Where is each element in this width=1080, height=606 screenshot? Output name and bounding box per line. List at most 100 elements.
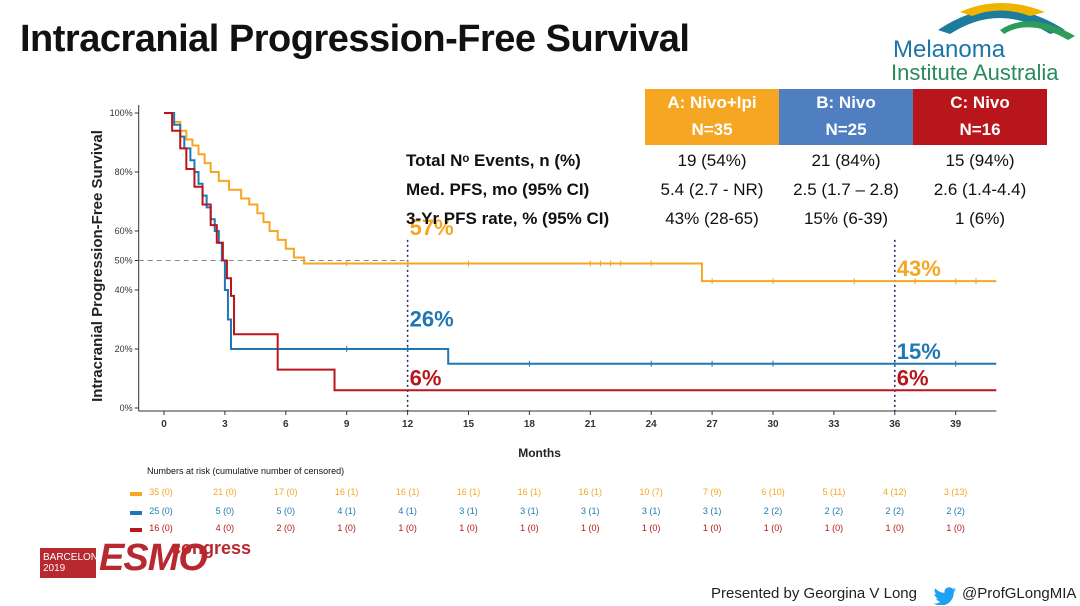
x-tick-label: 18: [524, 419, 536, 430]
arm-name: B: Nivo: [816, 93, 876, 112]
table-row-label: 3-Yr PFS rate, % (95% CI): [406, 209, 610, 228]
risk-cell: 4 (0): [215, 523, 235, 533]
x-tick-label: 6: [283, 419, 289, 430]
table-cell: 5.4 (2.7 - NR): [660, 180, 764, 199]
x-tick-label: 33: [828, 419, 840, 430]
survival-rate-annotation: 57%: [410, 215, 454, 240]
x-tick-label: 36: [889, 419, 901, 430]
table-row-label: Total Nᵒ Events, n (%): [406, 151, 581, 170]
esmo-brand: ESMO: [99, 537, 208, 579]
risk-cell: 16 (0): [149, 523, 173, 533]
risk-cell: 16 (1): [395, 487, 420, 497]
risk-cell: 3 (1): [702, 506, 722, 516]
twitter-bird-icon: [933, 587, 957, 605]
x-tick-label: 9: [344, 419, 350, 430]
risk-cell: 1 (0): [398, 523, 417, 533]
risk-cell: 1 (0): [702, 523, 722, 533]
risk-cell: 3 (1): [581, 506, 600, 516]
risk-row-swatch: [130, 492, 142, 496]
risk-cell: 5 (0): [215, 506, 235, 516]
risk-row: 16 (0) 4 (0) 2 (0) 1 (0) 1 (0) 1 (0) 1 (0) 1 (0…: [130, 523, 1010, 537]
risk-cell: 21 (0): [213, 487, 237, 497]
melanoma-institute-logo-arc: [938, 3, 1075, 40]
slide-title: Intracranial Progression-Free Survival: [20, 18, 690, 60]
risk-cell: 2 (2): [885, 506, 905, 516]
x-tick-label: 0: [161, 419, 167, 430]
table-cell: 15 (94%): [945, 151, 1015, 170]
km-chart: 0%20%40%50%60%80%100%0 3 6 9 12 15 18 21 24 27 30 3…: [89, 105, 997, 460]
risk-cell: 16 (1): [456, 487, 481, 497]
risk-cell: 4 (1): [337, 506, 356, 516]
y-tick-label: 80%: [115, 167, 133, 177]
risk-cell: 1 (0): [520, 523, 539, 533]
esmo-city-badge: BARCELONA 2019: [40, 548, 105, 578]
table-cell: 19 (54%): [677, 151, 747, 170]
logo-text-melanoma: Melanoma: [893, 36, 1006, 63]
risk-cell: 25 (0): [149, 506, 173, 516]
risk-cell: 2 (2): [946, 506, 965, 516]
arm-name: A: Nivo+Ipi: [667, 93, 757, 112]
table-cell: 2.5 (1.7 – 2.8): [793, 180, 899, 199]
risk-cell: 3 (13): [943, 487, 968, 497]
risk-row-swatch: [130, 528, 142, 532]
risk-cell: 1 (0): [459, 523, 478, 533]
arm-n: N=16: [959, 120, 1001, 139]
x-tick-label: 27: [707, 419, 719, 430]
y-tick-label: 50%: [115, 256, 133, 266]
risk-cell: 5 (11): [822, 487, 846, 497]
y-axis-label: Intracranial Progression-Free Survival: [89, 130, 106, 402]
risk-cell: 16 (1): [517, 487, 542, 497]
risk-cell: 4 (12): [883, 487, 907, 497]
risk-cell: 7 (9): [702, 487, 722, 497]
arm-header: A: Nivo+Ipi N=35: [645, 89, 779, 145]
arm-n: N=25: [825, 120, 867, 139]
risk-cell: 1 (0): [824, 523, 844, 533]
x-tick-label: 3: [222, 419, 228, 430]
risk-cell: 1 (0): [641, 523, 661, 533]
risk-row: 35 (0) 21 (0) 17 (0) 16 (1) 16 (1) 16 (1) 16 (…: [130, 487, 1010, 501]
arm-header: C: Nivo N=16: [913, 89, 1047, 145]
table-row-label: Med. PFS, mo (95% CI): [406, 180, 590, 199]
logo-text-institute: Institute Australia: [891, 60, 1059, 85]
x-tick-label: 21: [585, 419, 597, 430]
y-tick-label: 0%: [120, 403, 133, 413]
risk-cell: 17 (0): [274, 487, 298, 497]
x-axis-label: Months: [518, 446, 561, 460]
risk-row: 25 (0) 5 (0) 5 (0) 4 (1) 4 (1) 3 (1) 3 (1) 3 (1…: [130, 506, 1010, 520]
table-cell: 2.6 (1.4-4.4): [933, 180, 1027, 199]
x-tick-label: 12: [402, 419, 414, 430]
table-cell: 1 (6%): [954, 209, 1006, 228]
arm-name: C: Nivo: [950, 93, 1010, 112]
survival-rate-annotation: 6%: [897, 365, 929, 390]
risk-cell: 6 (10): [761, 487, 785, 497]
esmo-year: 2019: [43, 563, 66, 574]
risk-cell: 2 (0): [276, 523, 296, 533]
risk-cell: 2 (2): [824, 506, 844, 516]
risk-cell: 3 (1): [641, 506, 661, 516]
survival-rate-annotation: 15%: [897, 339, 941, 364]
survival-rate-annotation: 6%: [410, 365, 442, 390]
y-tick-label: 40%: [115, 285, 133, 295]
x-tick-label: 30: [767, 419, 779, 430]
km-curve: [164, 112, 997, 392]
esmo-city: BARCELONA: [43, 552, 105, 563]
y-tick-label: 60%: [115, 226, 133, 236]
risk-cell: 1 (0): [337, 523, 356, 533]
table-cell: 15% (6-39): [803, 209, 889, 228]
risk-cell: 1 (0): [885, 523, 905, 533]
risk-cell: 3 (1): [459, 506, 478, 516]
risk-cell: 3 (1): [520, 506, 539, 516]
risk-table-title: Numbers at risk (cumulative number of ce…: [147, 466, 345, 476]
arm-n: N=35: [691, 120, 733, 139]
risk-cell: 10 (7): [639, 487, 663, 497]
arm-header: B: Nivo N=25: [779, 89, 913, 145]
risk-cell: 16 (1): [578, 487, 603, 497]
risk-cell: 5 (0): [276, 506, 296, 516]
presenter-credit: Presented by Georgina V Long: [711, 585, 917, 602]
risk-cell: 4 (1): [398, 506, 417, 516]
x-tick-label: 15: [463, 419, 475, 430]
x-tick-label: 39: [950, 419, 962, 430]
risk-cell: 2 (2): [763, 506, 783, 516]
risk-row-swatch: [130, 511, 142, 515]
twitter-handle: @ProfGLongMIA: [962, 585, 1077, 602]
